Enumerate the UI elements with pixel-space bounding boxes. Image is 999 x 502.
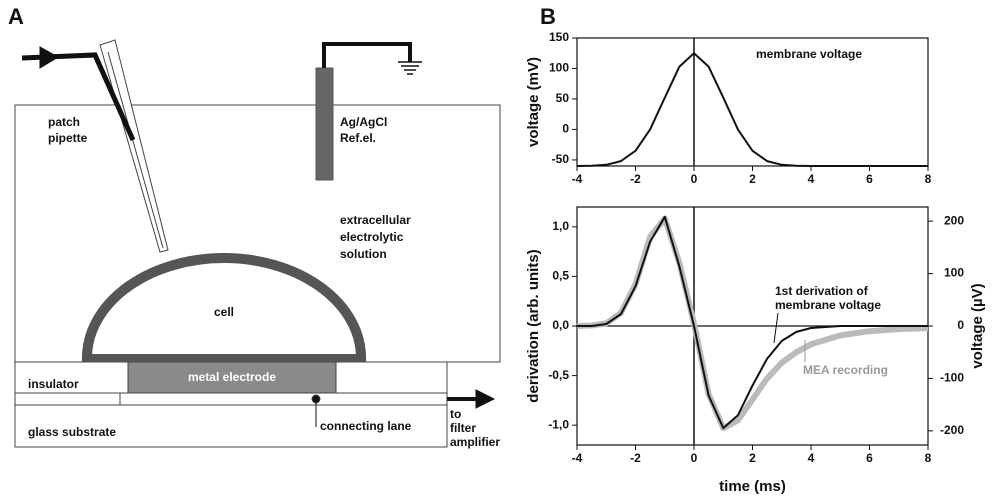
panel-label: B xyxy=(540,4,556,29)
ref-electrode xyxy=(315,67,334,181)
y-tick-label: 50 xyxy=(556,91,570,105)
label: extracellular xyxy=(340,213,411,227)
y2-tick-label: -100 xyxy=(940,371,964,385)
label: metal electrode xyxy=(188,370,276,384)
x-tick-label: 8 xyxy=(925,451,932,465)
label: electrolytic xyxy=(340,230,404,244)
y2-axis-label: voltage (µV) xyxy=(969,283,986,368)
label: Ag/AgCl xyxy=(340,115,387,129)
diagram xyxy=(14,39,501,448)
line xyxy=(576,52,928,167)
annotation: MEA recording xyxy=(803,363,888,377)
label: solution xyxy=(340,247,387,261)
x-axis-label: time (ms) xyxy=(719,478,786,495)
pointer xyxy=(773,312,779,344)
y-tick-label: -0,5 xyxy=(548,368,569,382)
x-tick-label: 8 xyxy=(925,172,932,186)
y-tick-label: -1,0 xyxy=(548,417,569,431)
y2-tick-label: 0 xyxy=(957,318,964,332)
x-tick-label: 2 xyxy=(749,172,756,186)
panel-label: A xyxy=(8,4,24,29)
bath xyxy=(14,104,501,363)
y-tick-label: 150 xyxy=(549,30,569,44)
y2-tick-label: 200 xyxy=(944,213,964,227)
arrow-head xyxy=(39,46,59,69)
x-tick-label: 6 xyxy=(866,451,873,465)
annotation: membrane voltage xyxy=(756,47,862,61)
x-tick-label: -2 xyxy=(630,172,641,186)
ground-wire xyxy=(322,42,412,68)
label: pipette xyxy=(48,131,88,145)
y-tick-label: 0 xyxy=(562,122,569,136)
y-tick-label: 0,0 xyxy=(552,318,569,332)
metal-electrode xyxy=(127,361,337,394)
connecting-lane xyxy=(119,392,448,406)
label: connecting lane xyxy=(320,419,412,433)
label: amplifier xyxy=(450,435,500,449)
y-axis-label: voltage (mV) xyxy=(525,57,542,147)
x-tick-label: 4 xyxy=(808,172,815,186)
x-tick-label: -4 xyxy=(572,451,583,465)
ground xyxy=(398,61,422,75)
label: filter xyxy=(450,421,476,435)
annotation: membrane voltage xyxy=(775,298,881,312)
x-tick-label: 4 xyxy=(808,451,815,465)
label: insulator xyxy=(28,377,79,391)
x-tick-label: 6 xyxy=(866,172,873,186)
plot-frame xyxy=(576,37,929,167)
x-tick-label: -2 xyxy=(630,451,641,465)
label: cell xyxy=(214,305,234,319)
line xyxy=(577,215,928,430)
label: glass substrate xyxy=(28,425,116,439)
y-tick-label: 0,5 xyxy=(552,269,569,283)
y2-tick-label: 100 xyxy=(944,266,964,280)
y2-tick-label: -200 xyxy=(940,423,964,437)
pipette-inner xyxy=(107,51,164,249)
label: to xyxy=(450,407,461,421)
label: patch xyxy=(48,115,80,129)
arrow-head xyxy=(475,389,496,409)
label: Ref.el. xyxy=(340,131,376,145)
y-axis-label: derivation (arb. units) xyxy=(525,249,542,402)
x-tick-label: 2 xyxy=(749,451,756,465)
y-tick-label: 100 xyxy=(549,61,569,75)
x-tick-label: 0 xyxy=(691,451,698,465)
annotation: 1st derivation of xyxy=(775,284,869,298)
x-tick-label: -4 xyxy=(572,172,583,186)
y-tick-label: 1,0 xyxy=(552,219,569,233)
line xyxy=(576,215,929,432)
y-tick-label: -50 xyxy=(552,152,570,166)
cell-membrane xyxy=(82,253,366,359)
x-tick-label: 0 xyxy=(691,172,698,186)
